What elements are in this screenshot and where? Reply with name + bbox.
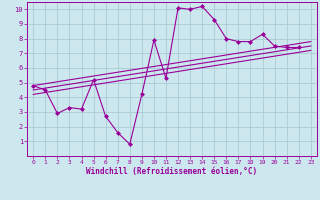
X-axis label: Windchill (Refroidissement éolien,°C): Windchill (Refroidissement éolien,°C) [86,167,258,176]
